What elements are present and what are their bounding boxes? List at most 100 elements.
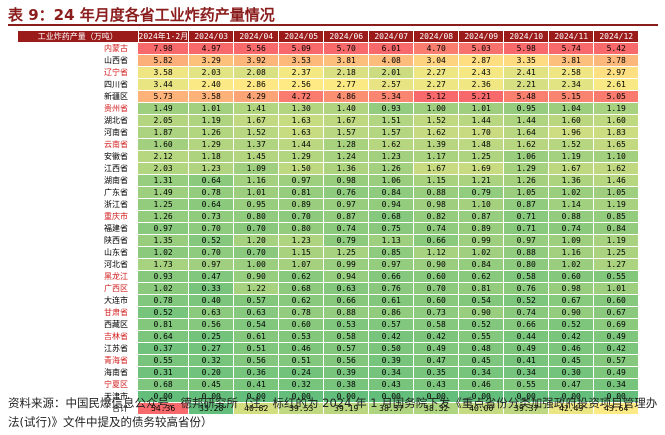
value-cell: 1.62 [368, 138, 415, 151]
value-cell: 0.40 [188, 294, 235, 307]
value-cell: 0.99 [458, 234, 505, 247]
table-row: 河北省 1.73 0.97 1.00 1.07 0.99 0.97 0.90 0.84 0.80 1… [18, 258, 640, 271]
value-cell: 0.66 [413, 234, 460, 247]
header-period: 2024/06 [323, 31, 370, 43]
value-cell: 5.15 [548, 90, 595, 103]
value-cell: 2.21 [503, 78, 550, 91]
province-name: 天津市 [18, 390, 138, 403]
table-row: 江苏省 0.37 0.27 0.51 0.46 0.57 0.50 0.49 0.48 0.49 0… [18, 342, 640, 355]
value-cell: 1.25 [593, 246, 640, 259]
value-cell: 0.97 [503, 234, 550, 247]
value-cell: 1.19 [188, 114, 235, 127]
total-label: 合计 [18, 402, 138, 415]
value-cell: 0.47 [188, 270, 235, 283]
province-name: 河北省 [18, 258, 138, 271]
value-cell: 1.46 [593, 174, 640, 187]
value-cell: 1.19 [548, 150, 595, 163]
province-name: 湖南省 [18, 174, 138, 187]
value-cell: 0.98 [548, 282, 595, 295]
value-cell: 0.74 [323, 222, 370, 235]
production-table: 工业炸药产量（万吨） 2024年1-2月 2024/03 2024/04 2024/05… [18, 31, 640, 415]
value-cell: 0.97 [188, 258, 235, 271]
total-cell: 40.00 [458, 402, 505, 415]
value-cell: 1.23 [188, 162, 235, 175]
table-row: 浙江省 1.25 0.64 0.95 0.89 0.97 0.94 0.98 1.10 0.87 1… [18, 198, 640, 211]
value-cell: 1.28 [323, 138, 370, 151]
value-cell: 0.89 [278, 198, 325, 211]
value-cell: 5.82 [138, 54, 190, 67]
value-cell: 3.04 [413, 54, 460, 67]
value-cell: 0.00 [548, 390, 595, 403]
value-cell: 0.47 [548, 378, 595, 391]
value-cell: 3.35 [503, 54, 550, 67]
value-cell: 0.67 [593, 306, 640, 319]
province-name: 陕西省 [18, 234, 138, 247]
value-cell: 0.80 [503, 258, 550, 271]
value-cell: 1.30 [278, 102, 325, 115]
value-cell: 0.99 [323, 258, 370, 271]
value-cell: 1.02 [138, 282, 190, 295]
value-cell: 1.10 [593, 150, 640, 163]
value-cell: 1.62 [413, 126, 460, 139]
total-cell: 54.36 [138, 402, 190, 415]
province-name: 辽宁省 [18, 66, 138, 79]
value-cell: 0.55 [593, 270, 640, 283]
value-cell: 0.98 [413, 198, 460, 211]
value-cell: 0.66 [368, 270, 415, 283]
value-cell: 0.73 [188, 210, 235, 223]
table-row: 安徽省 2.12 1.18 1.45 1.29 1.24 1.23 1.17 1.25 1.06 1… [18, 150, 640, 163]
value-cell: 0.52 [458, 318, 505, 331]
province-name: 青海省 [18, 354, 138, 367]
value-cell: 1.26 [138, 210, 190, 223]
value-cell: 0.70 [278, 210, 325, 223]
total-cell: 42.49 [548, 402, 595, 415]
table-row: 黑龙江 0.93 0.47 0.90 0.62 0.94 0.66 0.60 0.62 0.58 0… [18, 270, 640, 283]
value-cell: 1.01 [593, 282, 640, 295]
table-row: 海南省 0.31 0.20 0.36 0.24 0.39 0.34 0.35 0.34 0.34 0… [18, 366, 640, 379]
value-cell: 0.81 [138, 318, 190, 331]
table-row: 广东省 1.49 0.78 1.01 0.81 0.76 0.84 0.88 0.79 1.05 1… [18, 186, 640, 199]
value-cell: 0.43 [413, 378, 460, 391]
value-cell: 0.74 [548, 222, 595, 235]
header-label: 工业炸药产量（万吨） [18, 31, 139, 43]
value-cell: 1.15 [413, 174, 460, 187]
province-name: 重庆市 [18, 210, 138, 223]
value-cell: 0.60 [278, 318, 325, 331]
value-cell: 0.58 [503, 270, 550, 283]
value-cell: 2.27 [413, 78, 460, 91]
value-cell: 0.81 [458, 282, 505, 295]
value-cell: 5.56 [233, 42, 280, 55]
value-cell: 2.77 [323, 78, 370, 91]
table-row: 山西省 5.82 3.29 3.92 3.53 3.81 4.08 3.04 2.87 3.35 3… [18, 54, 640, 67]
value-cell: 0.48 [458, 342, 505, 355]
value-cell: 0.56 [188, 318, 235, 331]
value-cell: 1.09 [233, 162, 280, 175]
value-cell: 0.70 [413, 282, 460, 295]
province-name: 新疆区 [18, 90, 138, 103]
value-cell: 0.80 [278, 222, 325, 235]
table-row: 云南省 1.60 1.29 1.37 1.44 1.28 1.62 1.39 1.48 1.62 1… [18, 138, 640, 151]
value-cell: 1.25 [138, 198, 190, 211]
value-cell: 0.49 [593, 366, 640, 379]
value-cell: 1.73 [138, 258, 190, 271]
value-cell: 4.72 [278, 90, 325, 103]
value-cell: 0.58 [323, 330, 370, 343]
value-cell: 1.00 [413, 102, 460, 115]
table-row: 福建省 0.97 0.70 0.70 0.80 0.74 0.75 0.74 0.89 0.71 0… [18, 222, 640, 235]
value-cell: 2.03 [188, 66, 235, 79]
value-cell: 0.42 [593, 342, 640, 355]
value-cell: 0.00 [413, 390, 460, 403]
value-cell: 1.02 [458, 246, 505, 259]
value-cell: 0.90 [233, 270, 280, 283]
province-name: 江苏省 [18, 342, 138, 355]
value-cell: 1.83 [593, 126, 640, 139]
table-row: 江西省 2.03 1.23 1.09 1.50 1.36 1.26 1.67 1.69 1.29 1… [18, 162, 640, 175]
value-cell: 0.60 [548, 270, 595, 283]
value-cell: 0.67 [548, 294, 595, 307]
table-row: 重庆市 1.26 0.73 0.80 0.70 0.87 0.68 0.82 0.87 0.71 0… [18, 210, 640, 223]
value-cell: 0.98 [323, 174, 370, 187]
value-cell: 5.34 [368, 90, 415, 103]
value-cell: 1.62 [503, 138, 550, 151]
value-cell: 0.66 [323, 294, 370, 307]
total-cell: 43.64 [593, 402, 640, 415]
